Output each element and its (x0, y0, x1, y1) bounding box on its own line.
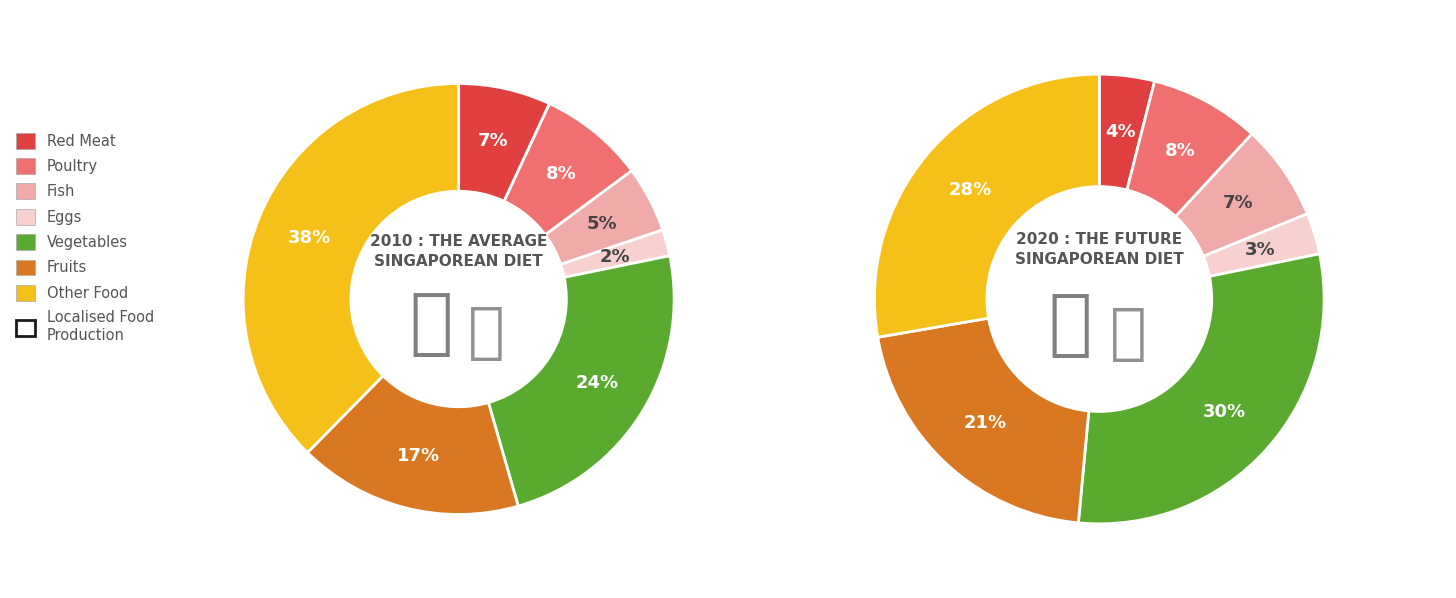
Wedge shape (243, 84, 459, 453)
Text: ⚹: ⚹ (1109, 306, 1147, 364)
Circle shape (987, 187, 1211, 411)
Text: 4%: 4% (1105, 123, 1136, 141)
Text: 2%: 2% (600, 248, 630, 266)
Text: 30%: 30% (1203, 402, 1246, 420)
Wedge shape (459, 84, 549, 202)
Text: ⚹: ⚹ (469, 304, 505, 363)
Text: 7%: 7% (478, 132, 508, 150)
Wedge shape (1127, 81, 1252, 216)
Wedge shape (504, 103, 632, 235)
Text: 38%: 38% (287, 228, 331, 247)
Text: 8%: 8% (1165, 142, 1195, 160)
Text: 3%: 3% (1245, 241, 1275, 259)
Wedge shape (488, 256, 674, 506)
Wedge shape (878, 318, 1089, 523)
Text: 17%: 17% (397, 447, 440, 465)
Text: 24%: 24% (575, 374, 619, 392)
Wedge shape (307, 376, 518, 514)
Circle shape (351, 191, 566, 407)
Text: ⚹: ⚹ (409, 291, 453, 359)
Wedge shape (545, 170, 662, 264)
Text: 5%: 5% (587, 215, 617, 233)
Wedge shape (561, 230, 670, 277)
Wedge shape (1175, 134, 1307, 257)
Text: 8%: 8% (546, 165, 577, 183)
Text: 7%: 7% (1223, 194, 1254, 212)
Wedge shape (1099, 74, 1155, 190)
Text: 2010 : THE AVERAGE
SINGAPOREAN DIET: 2010 : THE AVERAGE SINGAPOREAN DIET (370, 234, 547, 269)
Text: ⚹: ⚹ (1048, 291, 1092, 361)
Text: 2020 : THE FUTURE
SINGAPOREAN DIET: 2020 : THE FUTURE SINGAPOREAN DIET (1015, 232, 1184, 267)
Text: 28%: 28% (949, 181, 992, 199)
Wedge shape (1079, 254, 1324, 524)
Wedge shape (875, 74, 1099, 337)
Legend: Red Meat, Poultry, Fish, Eggs, Vegetables, Fruits, Other Food, Localised Food
Pr: Red Meat, Poultry, Fish, Eggs, Vegetable… (10, 127, 160, 349)
Wedge shape (1203, 213, 1319, 276)
Text: 21%: 21% (964, 414, 1006, 432)
